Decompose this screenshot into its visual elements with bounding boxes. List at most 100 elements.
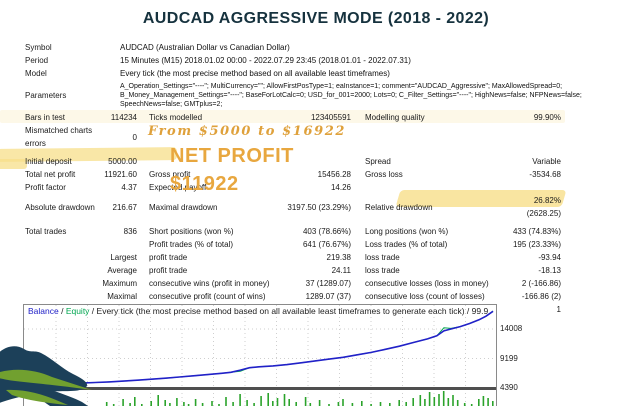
stat-row: Maximal consecutive profit (count of wins… — [25, 290, 632, 303]
stat-value: 0 — [132, 132, 137, 142]
balance-chart-canvas — [24, 305, 496, 406]
stat-value: -166.86 (2) — [521, 292, 561, 301]
stat-value: 1289.07 (37) — [305, 292, 351, 301]
stat-row: Profit factor 4.37 Expected payoff 14.26 — [25, 181, 632, 194]
stat-label: Gross profit — [149, 170, 191, 179]
stat-value: -18.13 — [538, 266, 561, 275]
chart-legend: Balance / Equity / Every tick (the most … — [28, 306, 489, 316]
stat-row: Total net profit 11921.60 Gross profit 1545… — [25, 168, 632, 181]
stat-label: consecutive profit (count of wins) — [149, 292, 266, 301]
stat-value: 1 — [556, 305, 561, 314]
stat-value: 14.26 — [330, 183, 351, 192]
highlight-marker-band — [0, 110, 565, 123]
info-value: AUDCAD (Australian Dollar vs Canadian Do… — [120, 43, 290, 52]
stat-value: 11921.60 — [104, 170, 137, 179]
stat-label: profit trade — [149, 266, 188, 275]
info-label: Parameters — [25, 91, 67, 100]
stat-value: 195 (23.33%) — [512, 240, 561, 249]
legend-equity-label: Equity — [65, 306, 90, 316]
stat-value: Largest — [110, 253, 137, 262]
legend-description: / Every tick (the most precise method ba… — [89, 306, 489, 316]
stat-value: 641 (76.67%) — [302, 240, 351, 249]
stat-label: profit trade — [149, 253, 188, 262]
stat-value: 99.90% — [533, 113, 561, 122]
report-info-rows: Symbol AUDCAD (Australian Dollar vs Canad… — [25, 41, 632, 111]
net-profit-label: NET PROFIT — [170, 145, 294, 167]
stat-row: Largest profit trade 219.38 loss trade -93.9… — [25, 251, 632, 264]
stat-value: 123405591 — [310, 113, 351, 122]
stat-row: Profit trades (% of total) 641 (76.67%) Lo… — [25, 238, 632, 251]
stat-label: Profit factor — [25, 183, 66, 192]
report-table: Symbol AUDCAD (Australian Dollar vs Canad… — [0, 41, 632, 316]
stat-label: Maximal drawdown — [149, 202, 218, 212]
stat-value: 24.11 — [331, 266, 351, 275]
stat-value: Variable — [532, 157, 561, 166]
stat-label: Absolute drawdown — [25, 202, 95, 212]
stat-label: loss trade — [365, 266, 400, 275]
journey-overlay-text: From $5000 to $16922 — [148, 124, 347, 139]
stat-row: Initial deposit 5000.00 Spread Variable — [25, 155, 632, 168]
stat-value: 403 (78.66%) — [302, 227, 351, 236]
balance-chart: Balance / Equity / Every tick (the most … — [23, 304, 497, 406]
stat-value: Maximal — [107, 292, 137, 301]
stat-label: Mismatched charts errors — [25, 126, 93, 148]
stat-label: Loss trades (% of total) — [365, 240, 448, 249]
info-value: Every tick (the most precise method base… — [120, 69, 390, 78]
stat-label: Total trades — [25, 227, 67, 236]
stat-label: Relative drawdown — [365, 202, 433, 212]
info-row: Model Every tick (the most precise method… — [25, 67, 632, 80]
stat-label: Gross loss — [365, 170, 403, 179]
stat-value: Average — [107, 266, 137, 275]
page-title: AUDCAD AGGRESSIVE MODE (2018 - 2022) — [142, 10, 490, 27]
stat-label: Modelling quality — [365, 113, 425, 122]
stat-row: Total trades 836 Short positions (won %) 40… — [25, 225, 632, 238]
report-stat-rows: Bars in test 114234 Ticks modelled 12340559… — [25, 111, 632, 316]
stat-label: Ticks modelled — [149, 113, 203, 122]
stat-value: 219.38 — [326, 253, 351, 262]
stat-value: 3197.50 (23.29%) — [287, 202, 351, 212]
stat-value: 5000.00 — [108, 157, 137, 166]
stat-label: consecutive loss (count of losses) — [365, 292, 485, 301]
stat-value: 26.82% (2628.25) — [526, 196, 561, 218]
y-axis-tick-label: 9199 — [500, 353, 518, 363]
stat-value: 114234 — [110, 113, 137, 122]
stat-value: 15456.28 — [317, 170, 351, 179]
info-row: Symbol AUDCAD (Australian Dollar vs Canad… — [25, 41, 632, 54]
legend-balance-label: Balance — [28, 306, 59, 316]
stat-row: Absolute drawdown 216.67 Maximal drawdown 3… — [25, 194, 632, 220]
stat-label: consecutive wins (profit in money) — [149, 279, 270, 288]
highlight-marker-stub — [0, 159, 27, 169]
stat-label: Profit trades (% of total) — [149, 240, 234, 249]
stat-row: Average profit trade 24.11 loss trade -18.13 — [25, 264, 632, 277]
info-value: A_Operation_Settings="----"; MultiCurren… — [120, 83, 582, 108]
net-profit-amount: $11922 — [170, 173, 239, 195]
stat-value: -3534.68 — [529, 170, 561, 179]
stat-label: Initial deposit — [25, 157, 72, 166]
stat-row: Bars in test 114234 Ticks modelled 12340559… — [25, 111, 632, 124]
stat-value: 37 (1289.07) — [305, 279, 351, 288]
info-label: Period — [25, 56, 49, 65]
info-label: Model — [25, 69, 47, 78]
info-label: Symbol — [25, 43, 52, 52]
info-row: Parameters A_Operation_Settings="----"; M… — [25, 80, 632, 111]
stat-label: Expected payoff — [149, 183, 207, 192]
stat-value: Maximum — [102, 279, 137, 288]
stat-row: Maximum consecutive wins (profit in money… — [25, 277, 632, 290]
stat-label: Long positions (won %) — [365, 227, 449, 236]
stat-value: 2 (-166.86) — [521, 279, 561, 288]
y-axis-tick-label: 4390 — [500, 383, 518, 392]
stat-label: Total net profit — [25, 170, 76, 179]
stat-value: 4.37 — [121, 183, 137, 192]
stat-label: Short positions (won %) — [149, 227, 234, 236]
corner-decoration-graphic — [0, 346, 92, 406]
stat-row: Mismatched charts errors 0 — [25, 124, 632, 150]
stat-value: -93.94 — [538, 253, 561, 262]
stat-value: 216.67 — [112, 202, 137, 212]
stat-value: 836 — [123, 227, 137, 236]
y-axis-tick-label: 14008 — [500, 324, 523, 333]
info-value: 15 Minutes (M15) 2018.01.02 00:00 - 2022… — [120, 56, 411, 65]
stat-label: Spread — [365, 157, 391, 166]
info-row: Period 15 Minutes (M15) 2018.01.02 00:00 … — [25, 54, 632, 67]
stat-label: Bars in test — [25, 113, 66, 122]
